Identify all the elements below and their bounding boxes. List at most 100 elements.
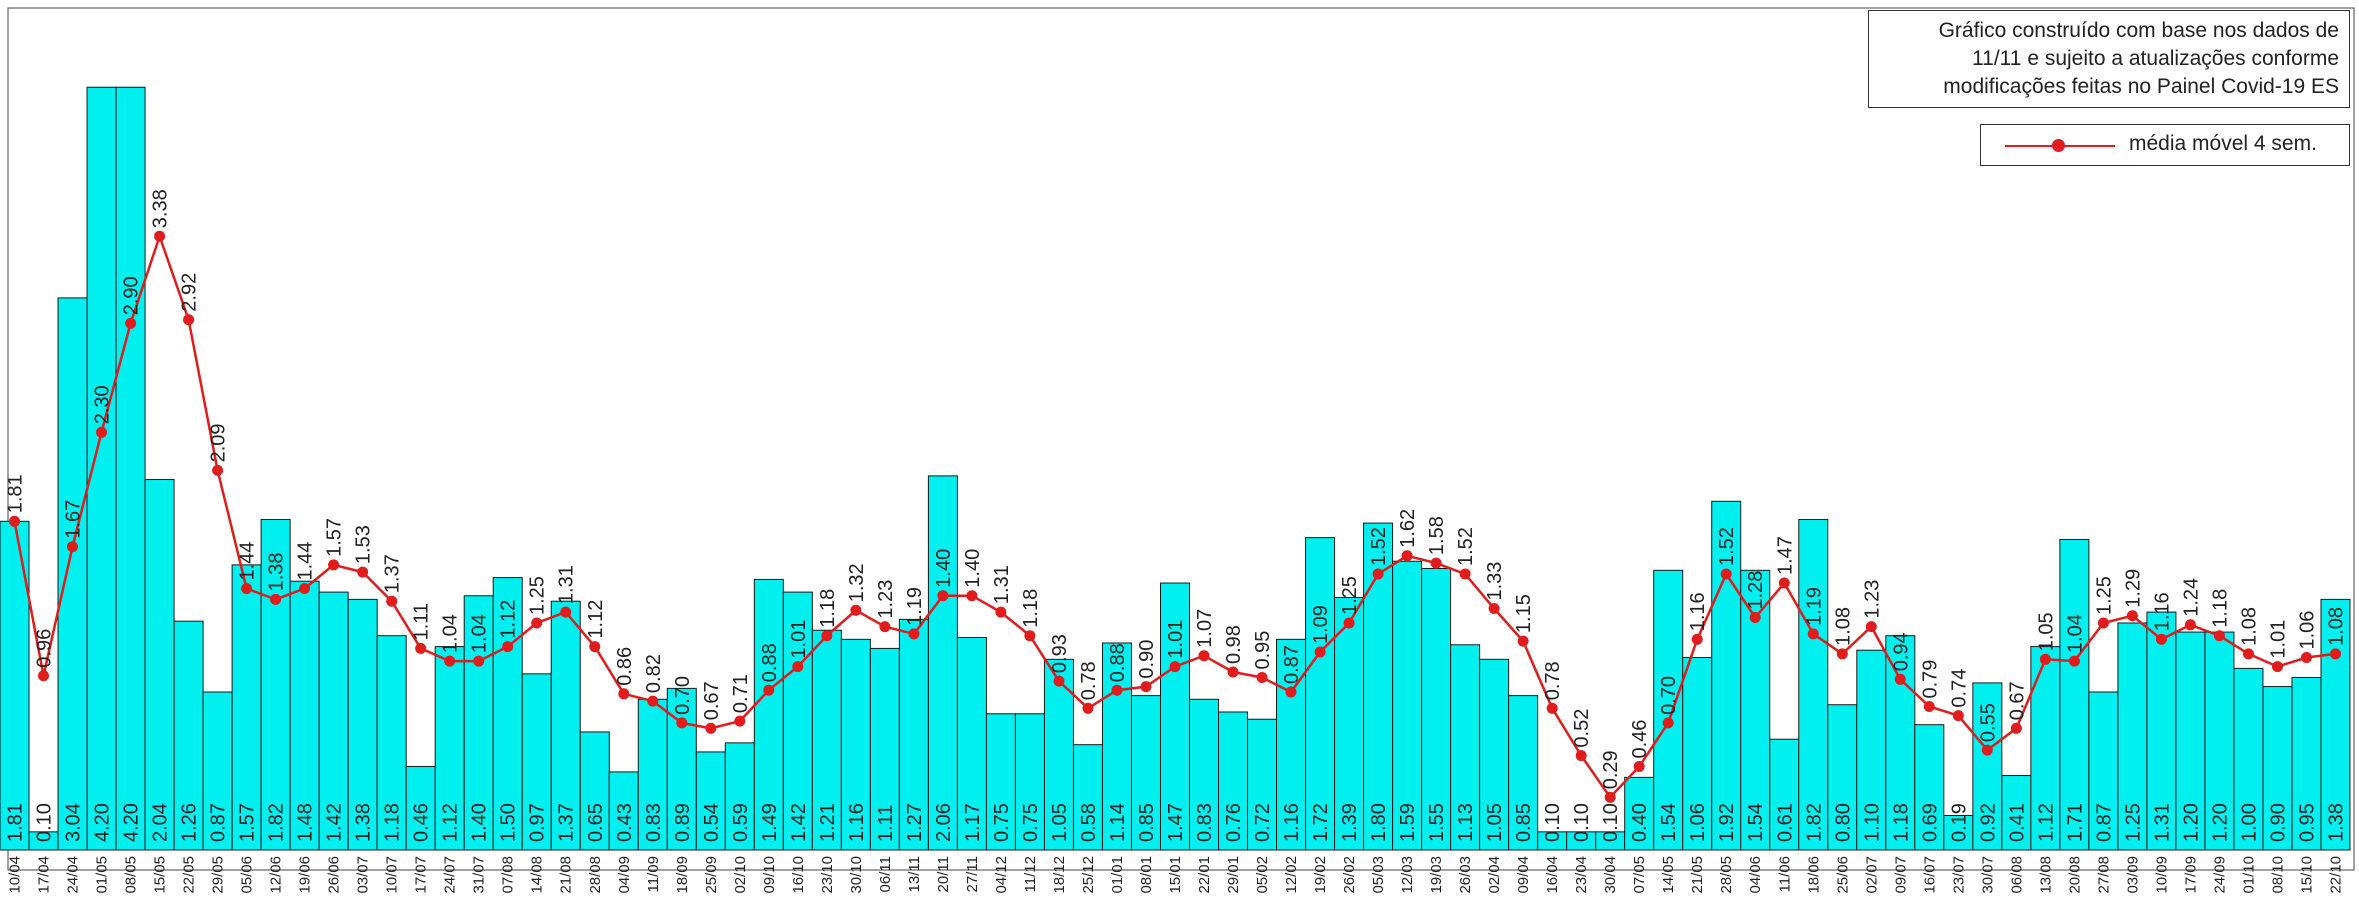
bar-value-label: 0.92 [1977,803,1999,842]
line-point-35 [1024,630,1036,642]
bar-37 [1072,744,1103,851]
line-value-label: 0.87 [1281,645,1303,684]
line-point-65 [1894,673,1906,685]
x-tick-label: 18/12 [1051,856,1068,894]
line-value-label: 1.23 [1861,580,1883,619]
line-value-label: 0.98 [1223,625,1245,664]
bar-value-label: 1.18 [382,803,404,842]
x-tick-label: 28/05 [1718,856,1735,894]
line-value-label: 1.08 [2239,607,2261,646]
line-value-label: 1.05 [2035,612,2057,651]
line-value-label: 0.90 [1136,640,1158,679]
bar-value-label: 1.20 [2209,803,2231,842]
line-point-60 [1749,612,1761,623]
x-tick-label: 29/05 [210,856,227,894]
data-note-line-1: Gráfico construído com base nos dados de [1938,19,2339,42]
bar-22 [637,698,668,851]
x-tick-label: 30/10 [848,856,865,894]
bar-59 [1711,500,1742,851]
x-tick-label: 26/02 [1341,856,1358,894]
bar-value-label: 1.14 [1107,803,1129,842]
bar-value-label: 4.20 [121,803,143,842]
bar-50 [1450,644,1481,851]
bar-value-label: 1.31 [2151,803,2173,842]
line-value-label: 1.47 [1774,536,1796,575]
bar-value-label: 1.39 [1339,803,1361,842]
x-tick-label: 22/10 [2328,856,2345,894]
bar-13 [376,635,407,851]
line-value-label: 1.44 [295,542,317,581]
moving-average-layer [9,230,2341,803]
bar-value-label: 0.83 [643,803,665,842]
bar-43 [1247,718,1278,851]
bar-66 [1914,724,1945,851]
bar-39 [1130,695,1161,851]
bar-value-label: 0.10 [1542,803,1564,842]
line-value-label: 0.74 [1948,669,1970,708]
line-value-label: 0.94 [1890,632,1912,671]
bar-value-label: 1.12 [440,803,462,842]
line-point-78 [2272,661,2283,673]
line-point-44 [1285,686,1297,698]
bar-value-label: 1.42 [324,803,346,842]
bar-value-label: 1.00 [2239,803,2261,842]
bar-value-label: 0.76 [1223,803,1245,842]
bar-value-label: 0.72 [1252,803,1274,842]
line-value-label: 2.92 [179,273,201,312]
bar-35 [1014,713,1045,851]
line-value-label: 1.40 [933,549,955,588]
line-value-label: 1.57 [324,518,346,557]
x-tick-label: 02/10 [732,856,749,894]
line-point-39 [1140,681,1152,693]
bar-28 [811,629,842,851]
x-tick-label: 24/07 [442,856,459,894]
x-tick-label: 13/08 [2037,856,2054,894]
x-tick-label: 15/10 [2299,856,2316,894]
line-point-47 [1372,568,1384,580]
line-value-label: 1.12 [498,600,520,639]
line-point-79 [2301,652,2312,663]
x-tick-label: 22/01 [1196,856,1213,894]
x-tick-label: 08/05 [123,856,140,894]
x-tick-label: 15/05 [152,856,169,894]
line-point-18 [531,617,543,629]
line-point-1 [38,670,49,682]
line-value-label: 1.11 [411,603,433,640]
line-value-label: 1.08 [1832,607,1854,646]
x-tick-label: 10/07 [384,856,401,894]
bar-78 [2262,686,2293,851]
bar-4 [115,86,146,851]
x-tick-label: 23/10 [819,856,836,894]
x-tick-label: 03/07 [355,856,372,894]
line-value-label: 1.01 [1165,620,1187,659]
bar-value-label: 1.81 [5,803,27,842]
line-point-24 [705,722,717,734]
bar-41 [1189,698,1220,851]
line-value-label: 1.18 [2209,589,2231,628]
line-value-label: 1.28 [1745,571,1767,610]
line-point-0 [9,515,20,527]
x-tick-label: 12/03 [1399,856,1416,894]
bar-34 [985,713,1016,851]
line-point-77 [2243,648,2254,660]
line-value-label: 1.52 [1368,527,1390,566]
line-point-54 [1575,750,1587,762]
x-tick-label: 05/03 [1370,856,1387,894]
bar-value-label: 1.13 [1455,803,1477,842]
bar-67 [1943,814,1974,851]
x-tick-label: 25/06 [1834,856,1851,894]
bar-32 [927,475,958,851]
x-tick-label: 05/06 [239,856,256,894]
x-tick-label: 26/06 [326,856,343,894]
line-point-19 [560,606,572,618]
line-point-14 [415,642,427,654]
line-value-label: 1.04 [440,614,462,653]
line-value-label: 0.82 [643,654,665,693]
bar-value-label: 1.37 [556,803,578,842]
line-value-label: 1.53 [353,525,375,564]
line-value-label: 1.01 [788,620,810,659]
line-point-72 [2097,617,2109,629]
line-value-label: 0.70 [672,676,694,715]
bar-65 [1885,635,1916,851]
line-point-66 [1923,701,1935,712]
